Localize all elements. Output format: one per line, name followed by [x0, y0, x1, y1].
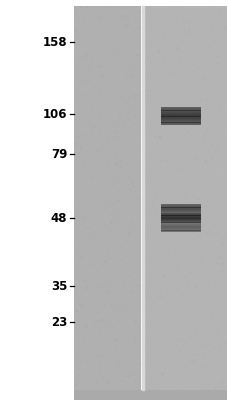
Bar	[74, 390, 227, 400]
Bar	[161, 207, 200, 209]
Bar	[161, 121, 200, 122]
Bar	[161, 216, 200, 217]
Bar	[161, 124, 200, 125]
Bar	[161, 230, 200, 232]
Text: 158: 158	[42, 36, 67, 48]
Bar	[161, 109, 200, 110]
Bar	[161, 222, 200, 224]
Text: 106: 106	[43, 108, 67, 120]
Bar	[161, 107, 200, 108]
Text: 23: 23	[51, 316, 67, 328]
Bar	[161, 212, 200, 213]
Bar	[161, 206, 200, 208]
Bar	[161, 120, 200, 121]
Bar	[161, 228, 200, 230]
Bar	[0, 0, 74, 400]
Text: 48: 48	[51, 212, 67, 224]
Bar	[161, 113, 200, 114]
Bar	[161, 210, 200, 211]
Bar	[161, 112, 200, 113]
Text: 79: 79	[51, 148, 67, 160]
Bar	[161, 204, 200, 205]
Bar	[161, 205, 200, 206]
Bar	[161, 227, 200, 228]
Bar	[161, 108, 200, 109]
Bar	[74, 6, 141, 390]
Bar	[161, 114, 200, 115]
Bar	[161, 211, 200, 212]
Bar	[161, 221, 200, 222]
Bar	[161, 226, 200, 227]
Bar	[161, 229, 200, 230]
Bar	[161, 116, 200, 118]
Bar	[161, 225, 200, 226]
Bar	[161, 224, 200, 225]
Bar	[161, 119, 200, 120]
Bar	[161, 110, 200, 112]
Bar	[161, 115, 200, 116]
Bar	[161, 208, 200, 210]
Bar	[161, 216, 200, 218]
Bar	[161, 219, 200, 220]
Bar	[161, 122, 200, 124]
Bar	[161, 214, 200, 216]
Bar	[161, 218, 200, 219]
Bar	[144, 6, 227, 390]
Bar	[161, 213, 200, 214]
Text: 35: 35	[51, 280, 67, 292]
Bar	[161, 220, 200, 221]
Bar	[161, 118, 200, 119]
